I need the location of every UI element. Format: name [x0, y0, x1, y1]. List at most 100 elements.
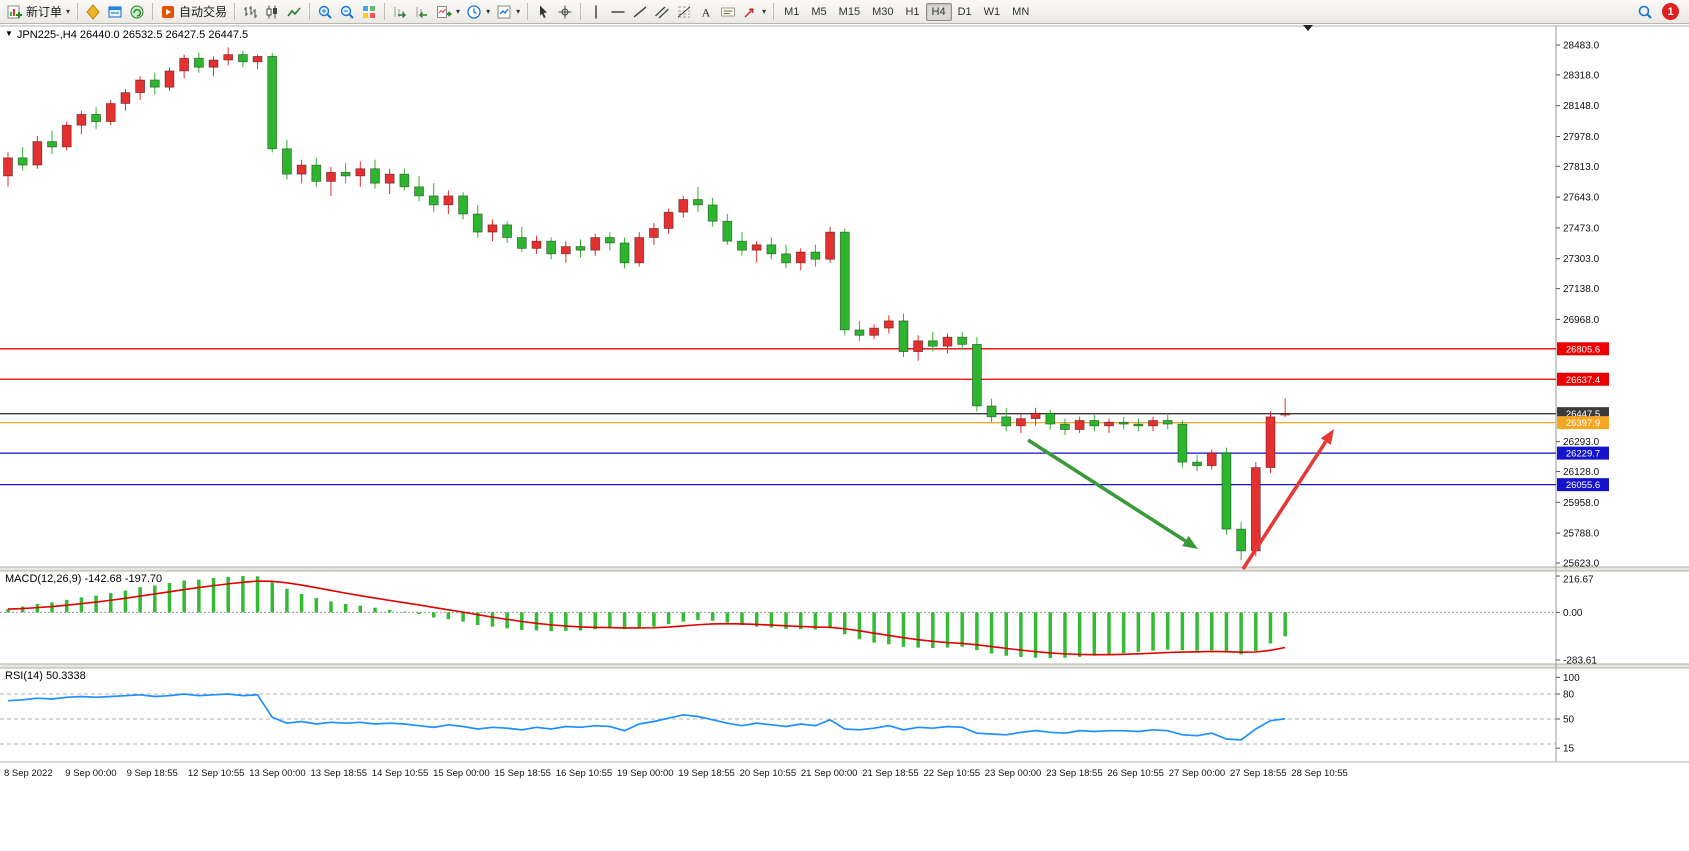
- zoom-in-button[interactable]: [314, 2, 336, 22]
- timeframe-w1-button[interactable]: W1: [983, 5, 1001, 18]
- auto-trading-button[interactable]: 自动交易: [157, 1, 230, 22]
- zoom-out-button[interactable]: [336, 2, 358, 22]
- svg-text:28483.0: 28483.0: [1563, 41, 1600, 52]
- svg-text:216.67: 216.67: [1563, 575, 1594, 586]
- svg-text:27978.0: 27978.0: [1563, 132, 1600, 143]
- price-line-badge: 26397.9: [1557, 416, 1609, 430]
- vertical-line-icon: [595, 5, 597, 18]
- toolbar-separator: [234, 3, 236, 20]
- chevron-down-icon: ▾: [762, 7, 767, 16]
- candlestick-mode-button[interactable]: [261, 2, 283, 22]
- svg-text:15: 15: [1563, 744, 1575, 755]
- candlestick-icon: [266, 5, 278, 18]
- svg-text:-283.61: -283.61: [1563, 656, 1597, 667]
- chevron-down-icon: ▾: [456, 7, 461, 16]
- svg-text:28148.0: 28148.0: [1563, 101, 1600, 112]
- svg-text:27138.0: 27138.0: [1563, 284, 1600, 295]
- new-order-label: 新订单: [26, 5, 63, 19]
- text-tool-icon: A: [702, 5, 711, 19]
- arrows-tool-button[interactable]: ▾: [739, 2, 769, 22]
- chart-shift-button[interactable]: [411, 2, 433, 22]
- notification-badge[interactable]: 1: [1662, 3, 1679, 20]
- svg-text:20 Sep 10:55: 20 Sep 10:55: [740, 768, 797, 779]
- navigator-button[interactable]: [126, 2, 148, 22]
- channel-tool-button[interactable]: [651, 2, 673, 22]
- toolbar-separator: [527, 3, 529, 20]
- timeframe-h4-button[interactable]: H4: [925, 2, 952, 21]
- svg-text:12 Sep 10:55: 12 Sep 10:55: [188, 768, 245, 779]
- new-order-button[interactable]: 新订单 ▾: [4, 1, 73, 22]
- templates-button[interactable]: ▾: [493, 2, 523, 22]
- fibonacci-tool-button[interactable]: [673, 2, 695, 22]
- timeframe-mn-button[interactable]: MN: [1012, 5, 1030, 18]
- svg-text:19 Sep 00:00: 19 Sep 00:00: [617, 768, 674, 779]
- market-watch-icon: [86, 3, 100, 20]
- svg-text:27813.0: 27813.0: [1563, 162, 1600, 173]
- svg-text:15 Sep 18:55: 15 Sep 18:55: [494, 768, 551, 779]
- timeframe-m30-button[interactable]: M30: [872, 5, 894, 18]
- crosshair-tool-button[interactable]: [554, 2, 576, 22]
- svg-text:80: 80: [1563, 690, 1575, 701]
- text-label-tool-button[interactable]: [717, 2, 739, 22]
- svg-text:A: A: [702, 5, 711, 19]
- tile-windows-button[interactable]: [358, 2, 380, 22]
- svg-text:26397.9: 26397.9: [1566, 418, 1600, 429]
- svg-text:26229.7: 26229.7: [1566, 449, 1600, 460]
- indicators-icon: [437, 5, 452, 18]
- rsi-axis: 100 80 50 15: [1556, 673, 1580, 755]
- svg-text:25623.0: 25623.0: [1563, 559, 1600, 570]
- line-chart-icon: [287, 6, 301, 16]
- periods-button[interactable]: ▾: [463, 2, 493, 22]
- chevron-down-icon: ▾: [516, 7, 521, 16]
- vertical-line-tool-button[interactable]: [585, 2, 607, 22]
- text-tool-button[interactable]: A: [695, 2, 717, 22]
- trendline-tool-button[interactable]: [629, 2, 651, 22]
- data-window-button[interactable]: [104, 2, 126, 22]
- macd-label: MACD(12,26,9) -142.68 -197.70: [5, 573, 163, 585]
- svg-text:26968.0: 26968.0: [1563, 315, 1600, 326]
- line-chart-mode-button[interactable]: [283, 2, 305, 22]
- bar-chart-mode-button[interactable]: [239, 2, 261, 22]
- svg-text:26 Sep 10:55: 26 Sep 10:55: [1107, 768, 1164, 779]
- svg-text:28 Sep 10:55: 28 Sep 10:55: [1291, 768, 1348, 779]
- cursor-icon: [540, 5, 548, 18]
- svg-text:28318.0: 28318.0: [1563, 70, 1600, 81]
- timeframe-h1-button[interactable]: H1: [905, 5, 920, 18]
- candles-layer: [3, 47, 1291, 560]
- svg-text:25958.0: 25958.0: [1563, 498, 1600, 509]
- svg-text:100: 100: [1563, 673, 1580, 684]
- templates-icon: [497, 5, 511, 18]
- new-order-icon: [7, 5, 22, 18]
- horizontal-line-tool-button[interactable]: [607, 2, 629, 22]
- timeframe-m1-button[interactable]: M1: [784, 5, 800, 18]
- svg-text:19 Sep 18:55: 19 Sep 18:55: [678, 768, 735, 779]
- time-axis: 8 Sep 2022 9 Sep 00:00 9 Sep 18:55 12 Sep 1…: [4, 768, 1348, 779]
- timeframe-d1-button[interactable]: D1: [957, 5, 972, 18]
- timeframe-m5-button[interactable]: M5: [811, 5, 827, 18]
- svg-text:27473.0: 27473.0: [1563, 223, 1600, 234]
- svg-text:27643.0: 27643.0: [1563, 193, 1600, 204]
- navigator-icon: [130, 5, 144, 18]
- data-window-icon: [108, 6, 122, 17]
- indicators-button[interactable]: ▾: [433, 2, 463, 22]
- search-icon[interactable]: [1637, 4, 1653, 20]
- svg-text:26128.0: 26128.0: [1563, 467, 1600, 478]
- auto-trading-icon: [162, 5, 175, 18]
- arrows-tool-icon: [744, 7, 754, 18]
- timeframe-m15-button[interactable]: M15: [838, 5, 861, 18]
- svg-text:23 Sep 00:00: 23 Sep 00:00: [985, 768, 1042, 779]
- svg-text:21 Sep 18:55: 21 Sep 18:55: [862, 768, 919, 779]
- auto-scroll-button[interactable]: [389, 2, 411, 22]
- cursor-tool-button[interactable]: [532, 2, 554, 22]
- svg-text:26055.6: 26055.6: [1566, 480, 1600, 491]
- tile-windows-icon: [363, 5, 376, 18]
- svg-text:22 Sep 10:55: 22 Sep 10:55: [924, 768, 981, 779]
- market-watch-button[interactable]: [82, 2, 104, 22]
- svg-text:16 Sep 10:55: 16 Sep 10:55: [556, 768, 613, 779]
- svg-text:21 Sep 00:00: 21 Sep 00:00: [801, 768, 858, 779]
- svg-text:26805.6: 26805.6: [1566, 344, 1600, 355]
- svg-text:8 Sep 2022: 8 Sep 2022: [4, 768, 53, 779]
- svg-text:13 Sep 00:00: 13 Sep 00:00: [249, 768, 306, 779]
